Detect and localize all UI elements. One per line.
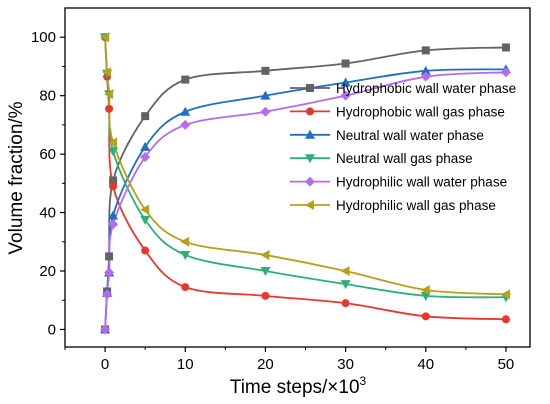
y-tick-label: 60 bbox=[39, 146, 56, 163]
data-point bbox=[104, 267, 115, 278]
data-point bbox=[420, 71, 431, 82]
data-point bbox=[261, 291, 270, 300]
legend-entry-label: Hydrophilic wall water phase bbox=[336, 175, 507, 190]
data-point bbox=[501, 43, 510, 52]
legend: Hydrophobic wall water phase Hydrophobic … bbox=[290, 81, 516, 213]
data-point bbox=[180, 236, 190, 247]
data-point bbox=[108, 219, 119, 230]
legend-marker bbox=[305, 200, 314, 210]
data-point bbox=[341, 299, 350, 308]
data-point bbox=[100, 32, 110, 43]
y-tick-label: 0 bbox=[48, 321, 56, 338]
x-tick-label: 20 bbox=[257, 356, 274, 373]
data-point bbox=[100, 324, 111, 335]
legend-entry-label: Neutral wall gas phase bbox=[336, 151, 473, 166]
legend-marker bbox=[305, 176, 315, 187]
data-point bbox=[102, 67, 112, 78]
data-point bbox=[140, 141, 151, 151]
data-point bbox=[340, 280, 351, 290]
data-point bbox=[340, 77, 351, 87]
data-point bbox=[181, 75, 190, 84]
x-tick-label: 10 bbox=[177, 356, 194, 373]
data-point bbox=[140, 152, 151, 163]
data-point bbox=[105, 104, 114, 113]
series-line-3 bbox=[104, 37, 506, 299]
x-tick-label: 0 bbox=[101, 356, 109, 373]
data-point bbox=[108, 210, 119, 220]
data-point bbox=[420, 65, 431, 75]
data-point bbox=[180, 250, 191, 260]
x-tick-label: 30 bbox=[337, 356, 354, 373]
series-markers bbox=[100, 32, 511, 335]
x-tick-label: 50 bbox=[498, 356, 515, 373]
data-point bbox=[261, 66, 270, 75]
legend-entry-label: Hydrophobic wall gas phase bbox=[336, 104, 505, 119]
data-point bbox=[102, 289, 113, 300]
y-tick-label: 40 bbox=[39, 205, 56, 222]
legend-marker bbox=[306, 107, 314, 116]
data-point bbox=[140, 204, 150, 215]
series-line-4 bbox=[104, 71, 506, 330]
x-axis-label-text: Time steps/×10 bbox=[230, 377, 360, 398]
data-point bbox=[141, 246, 150, 255]
data-point bbox=[108, 137, 118, 148]
data-point bbox=[340, 90, 351, 101]
x-tick-label: 40 bbox=[417, 356, 434, 373]
data-point bbox=[141, 112, 150, 121]
y-tick-label: 20 bbox=[39, 263, 56, 280]
legend-marker bbox=[305, 129, 315, 139]
data-point bbox=[421, 46, 430, 55]
legend-marker bbox=[305, 154, 315, 164]
legend-entry-label: Neutral wall water phase bbox=[336, 128, 484, 143]
data-point bbox=[180, 106, 191, 116]
data-point bbox=[340, 266, 350, 277]
data-point bbox=[500, 289, 510, 300]
data-point bbox=[109, 182, 118, 191]
data-point bbox=[501, 315, 510, 324]
data-point bbox=[104, 89, 114, 100]
y-tick-label: 100 bbox=[31, 29, 56, 46]
data-point bbox=[105, 252, 114, 261]
data-point bbox=[260, 267, 271, 277]
data-point bbox=[108, 147, 119, 157]
x-axis-label: Time steps/×103 bbox=[230, 374, 367, 398]
data-point bbox=[260, 106, 271, 117]
data-point bbox=[260, 249, 270, 260]
data-point bbox=[180, 119, 191, 130]
data-point bbox=[500, 67, 511, 78]
y-tick-label: 80 bbox=[39, 88, 56, 105]
legend-entry-label: Hydrophilic wall gas phase bbox=[336, 198, 496, 213]
plot-frame bbox=[64, 7, 531, 348]
data-point bbox=[140, 215, 151, 225]
legend-marker bbox=[306, 84, 314, 92]
data-point bbox=[341, 59, 350, 68]
axes: 0 10 20 30 40 50 0 20 40 60 80 100 bbox=[31, 7, 531, 373]
x-axis-label-superscript: 3 bbox=[360, 374, 367, 388]
y-axis-label: Volume fraction/% bbox=[6, 101, 27, 254]
data-point bbox=[421, 312, 430, 321]
data-point bbox=[109, 176, 118, 185]
series-line-5 bbox=[104, 37, 506, 296]
data-point bbox=[260, 90, 271, 100]
data-point bbox=[420, 285, 430, 296]
legend-entry-label: Hydrophobic wall water phase bbox=[336, 81, 516, 96]
data-point bbox=[181, 283, 190, 292]
